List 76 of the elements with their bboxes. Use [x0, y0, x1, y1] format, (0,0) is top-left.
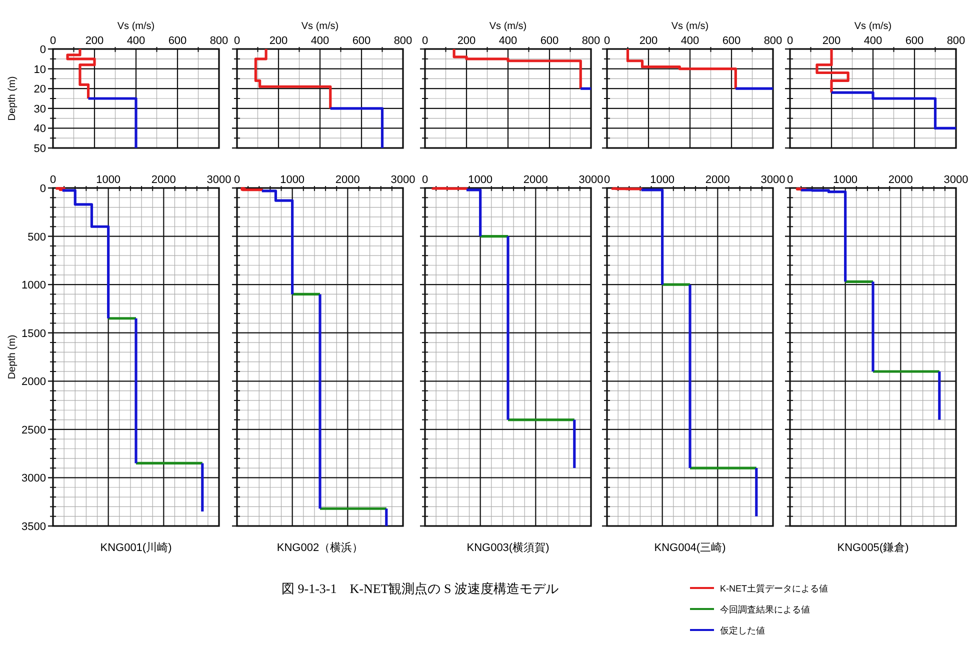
x-tick-label: 800 [394, 35, 412, 47]
x-axis-title: KNG005(鎌倉) [837, 542, 909, 554]
y-axis-title: Depth (m) [7, 334, 18, 380]
x-tick-label: 0 [50, 35, 56, 47]
y-tick-label: 500 [28, 231, 46, 244]
x-tick-label: 1000 [650, 174, 675, 186]
x-tick-label: 3000 [206, 174, 232, 186]
x-tick-label: 1000 [468, 174, 493, 186]
x-tick-label: 200 [822, 35, 841, 47]
x-axis-title: KNG003(横須賀) [466, 541, 550, 554]
x-axis-title: KNG001(川崎) [100, 541, 172, 554]
x-tick-label: 0 [604, 35, 610, 47]
x-tick-label: 1000 [280, 174, 305, 186]
x-tick-label: 200 [85, 35, 104, 47]
legend-label: 仮定した値 [720, 626, 765, 636]
x-axis-title: KNG004(三崎) [654, 541, 726, 554]
x-tick-label: 3000 [390, 174, 416, 186]
y-tick-label: 10 [34, 64, 46, 76]
x-tick-label: 1000 [833, 174, 858, 186]
x-tick-label: 600 [540, 35, 559, 47]
y-tick-label: 3000 [22, 472, 46, 485]
x-tick-label: 400 [864, 35, 882, 47]
x-tick-label: 1000 [96, 174, 121, 186]
y-tick-label: 20 [34, 84, 46, 96]
x-tick-label: 200 [269, 35, 288, 47]
x-tick-label: 400 [680, 35, 700, 47]
x-tick-label: 800 [582, 35, 600, 47]
x-tick-label: 600 [905, 35, 924, 47]
x-tick-label: 200 [457, 35, 476, 47]
x-tick-label: 2000 [888, 174, 913, 186]
x-axis-title: Vs (m/s) [671, 21, 709, 32]
x-tick-label: 0 [604, 174, 610, 186]
x-tick-label: 0 [786, 174, 794, 186]
x-tick-label: 3000 [760, 174, 786, 186]
x-axis-title: Vs (m/s) [854, 21, 892, 32]
y-tick-label: 0 [40, 183, 46, 195]
x-tick-label: 0 [422, 35, 428, 47]
x-tick-label: 600 [352, 35, 371, 47]
y-tick-label: 40 [34, 123, 46, 136]
y-tick-label: 1000 [22, 280, 46, 292]
y-tick-label: 2000 [22, 376, 46, 388]
x-tick-label: 600 [168, 35, 187, 47]
legend-label: K-NET土質データによる値 [720, 584, 828, 594]
y-tick-label: 2500 [22, 424, 46, 436]
legend-label: 今回調査結果による値 [720, 604, 810, 614]
x-axis-title: Vs (m/s) [489, 21, 527, 32]
x-tick-label: 3000 [578, 174, 604, 186]
y-tick-label: 3500 [22, 521, 46, 533]
x-tick-label: 800 [210, 35, 228, 47]
y-tick-label: 50 [34, 143, 46, 155]
x-tick-label: 600 [722, 35, 741, 47]
x-tick-label: 0 [234, 35, 240, 47]
x-tick-label: 2000 [335, 174, 360, 186]
line-series [66, 48, 96, 100]
caption: 図 9-1-3-1 K-NET観測点の S 波速度構造モデル [282, 581, 558, 596]
y-tick-label: 0 [40, 44, 46, 56]
x-tick-label: 800 [946, 35, 966, 47]
x-tick-label: 2000 [705, 174, 730, 186]
x-tick-label: 800 [764, 35, 782, 47]
x-tick-label: 2000 [523, 174, 548, 186]
x-tick-label: 0 [422, 174, 428, 186]
x-tick-label: 0 [234, 174, 240, 186]
x-tick-label: 0 [50, 174, 56, 186]
y-axis-title: Depth (m) [7, 76, 18, 121]
x-tick-label: 400 [498, 35, 518, 47]
x-tick-label: 2000 [151, 174, 176, 186]
x-tick-label: 3000 [944, 174, 968, 186]
x-tick-label: 400 [126, 35, 146, 47]
x-tick-label: 0 [786, 35, 794, 47]
x-axis-title: KNG002（横浜） [276, 541, 364, 554]
x-tick-label: 400 [310, 35, 330, 47]
x-axis-title: Vs (m/s) [301, 21, 339, 32]
y-tick-label: 30 [34, 103, 46, 116]
y-tick-label: 1500 [22, 328, 46, 340]
x-tick-label: 200 [639, 35, 658, 47]
x-axis-title: Vs (m/s) [117, 21, 155, 32]
